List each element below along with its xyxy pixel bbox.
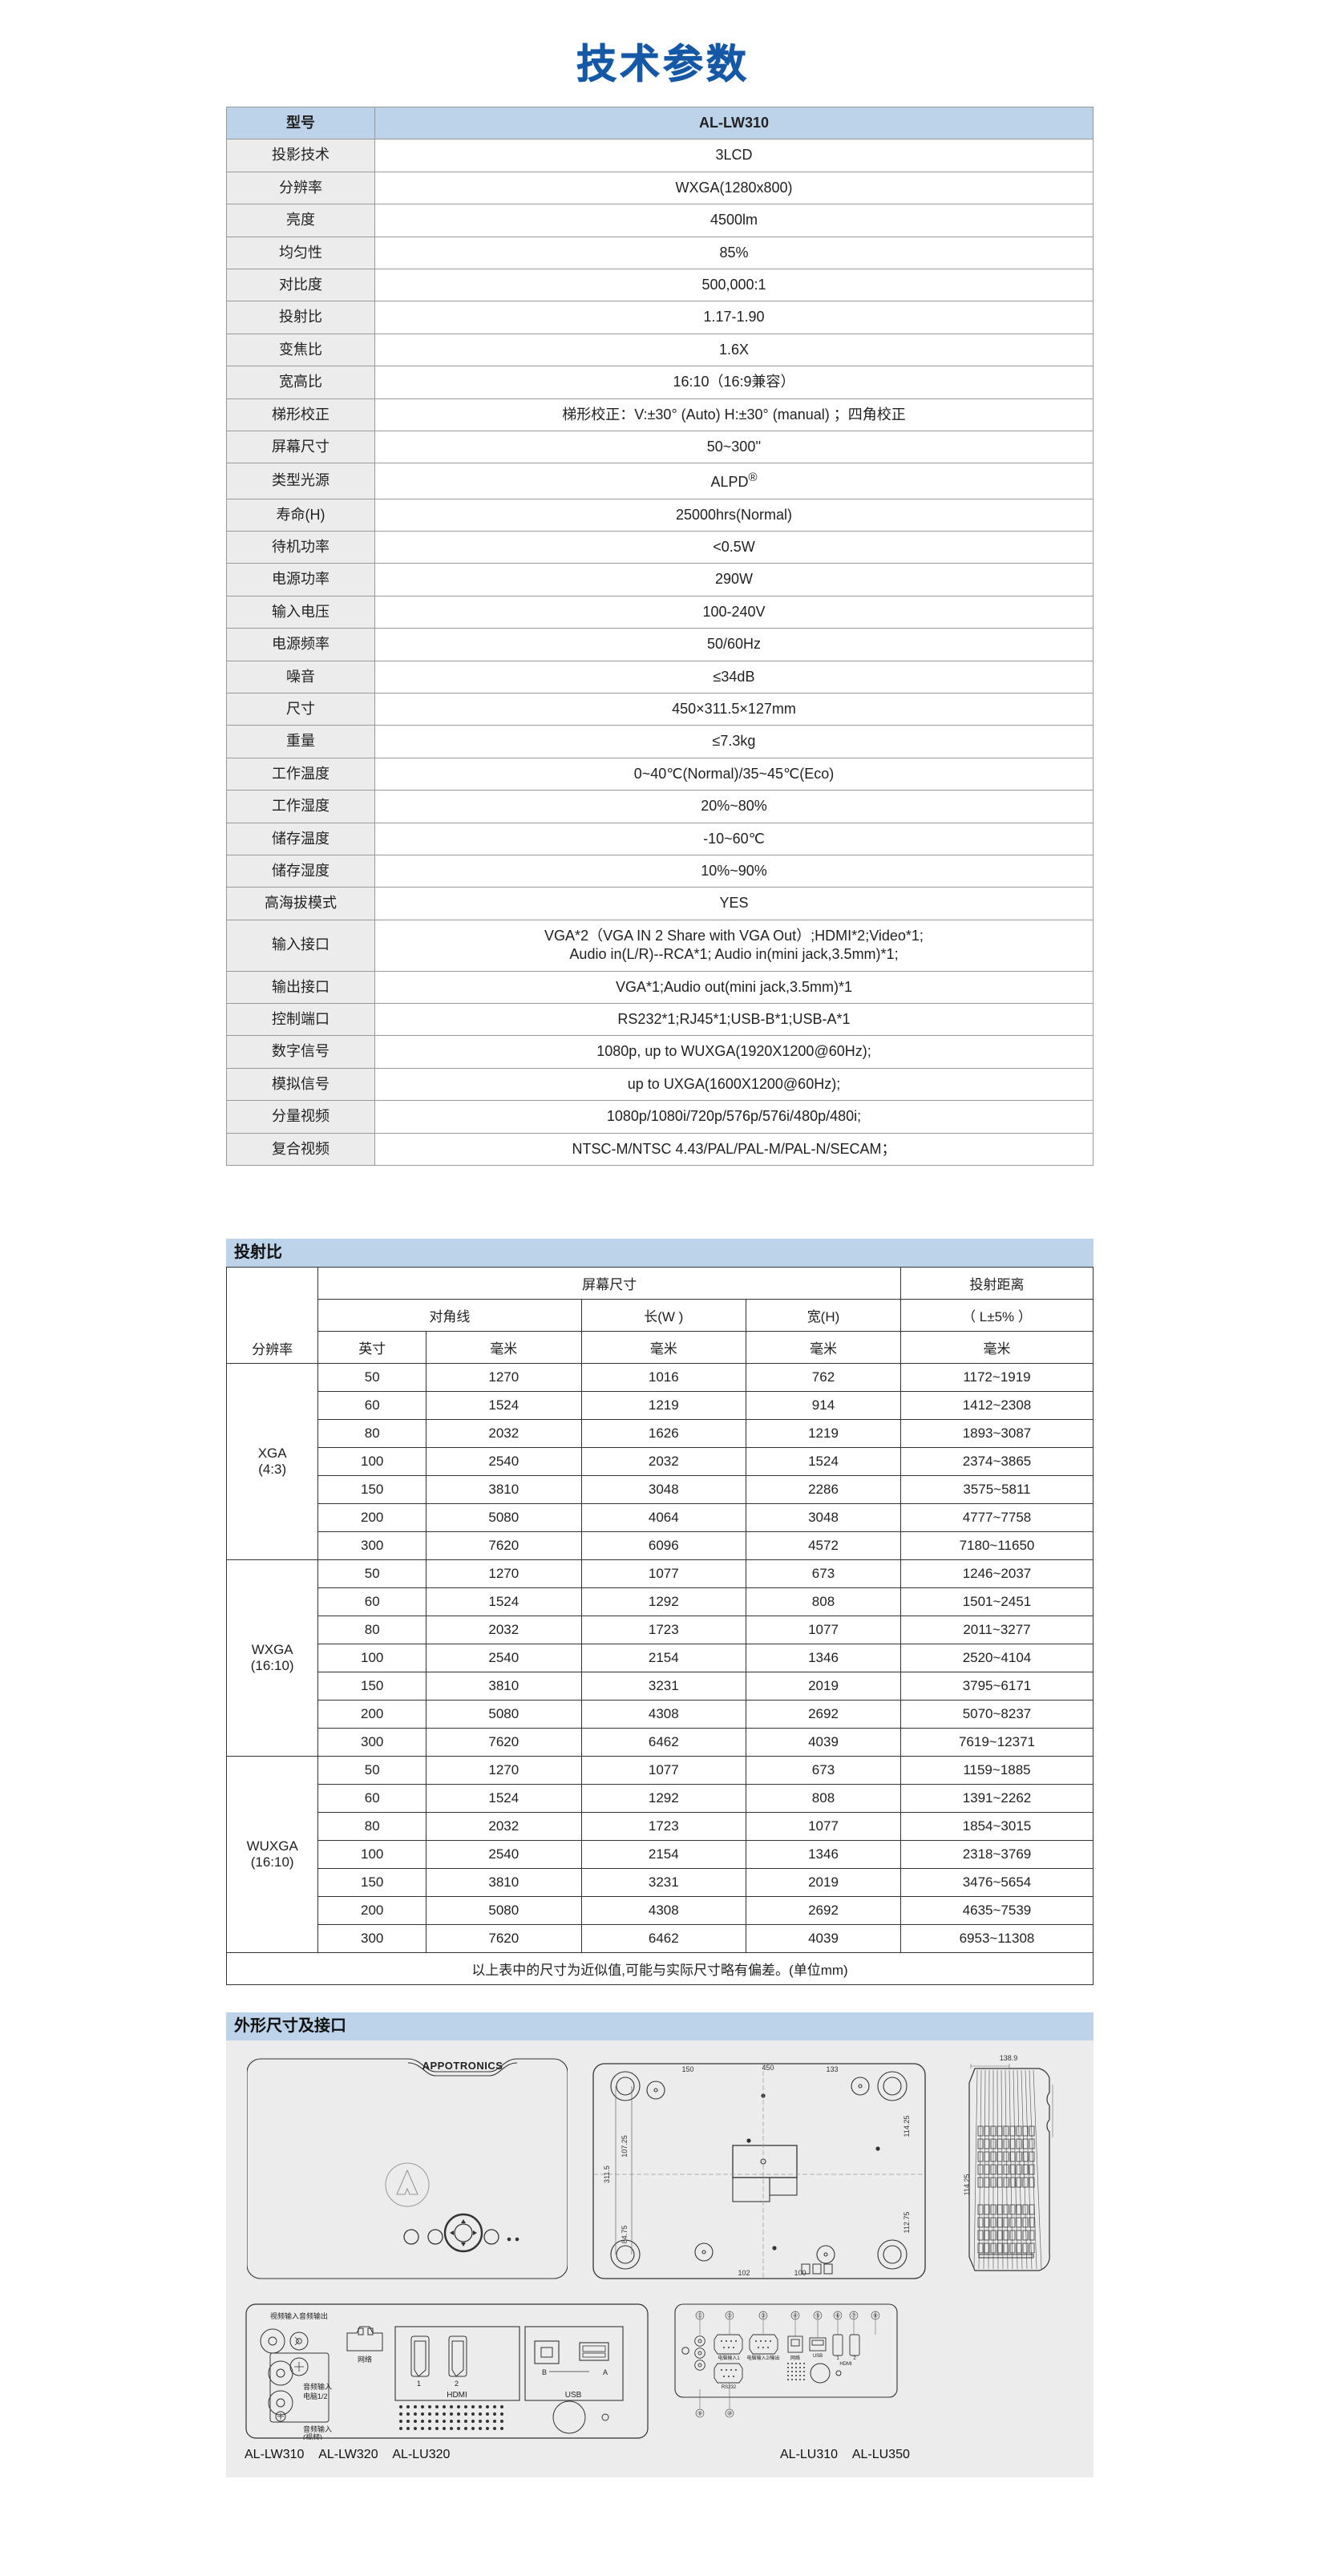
svg-text:电脑输入2/输出: 电脑输入2/输出 [746,2355,779,2361]
svg-text:114.25: 114.25 [963,2174,971,2196]
svg-text:100: 100 [794,2269,806,2277]
svg-text:HDMI: HDMI [839,2362,852,2367]
svg-text:网络: 网络 [358,2355,372,2364]
svg-text:(视频): (视频) [303,2432,322,2440]
svg-text:音频输入: 音频输入 [303,2382,332,2391]
svg-text:2: 2 [853,2356,856,2361]
svg-text:电脑1/2: 电脑1/2 [303,2392,328,2400]
svg-text:视频输入音频输出: 视频输入音频输出 [270,2311,328,2320]
svg-text:音频输入: 音频输入 [303,2424,332,2433]
svg-text:电脑输入1: 电脑输入1 [718,2355,740,2361]
svg-text:2: 2 [455,2380,459,2388]
svg-text:133: 133 [826,2065,838,2073]
svg-text:112.75: 112.75 [903,2212,911,2234]
svg-text:311.5: 311.5 [603,2166,611,2183]
svg-text:RS232: RS232 [722,2385,737,2390]
svg-text:APPOTRONICS: APPOTRONICS [422,2060,503,2072]
svg-text:USB: USB [813,2354,823,2359]
svg-text:网络: 网络 [790,2355,800,2361]
svg-text:USB: USB [565,2391,582,2400]
svg-text:102: 102 [738,2269,750,2277]
svg-text:114.25: 114.25 [903,2116,911,2137]
svg-text:B: B [542,2368,547,2376]
svg-text:84.75: 84.75 [621,2226,629,2244]
svg-text:1: 1 [836,2356,839,2361]
svg-text:150: 150 [681,2065,693,2073]
svg-text:450: 450 [762,2064,774,2072]
svg-text:107.25: 107.25 [621,2135,629,2157]
svg-text:HDMI: HDMI [447,2391,467,2400]
svg-text:1: 1 [417,2380,421,2388]
svg-text:⑩: ⑩ [727,2411,732,2417]
svg-text:⑨: ⑨ [697,2411,702,2417]
svg-text:138.9: 138.9 [1000,2054,1018,2062]
svg-text:A: A [603,2368,608,2376]
